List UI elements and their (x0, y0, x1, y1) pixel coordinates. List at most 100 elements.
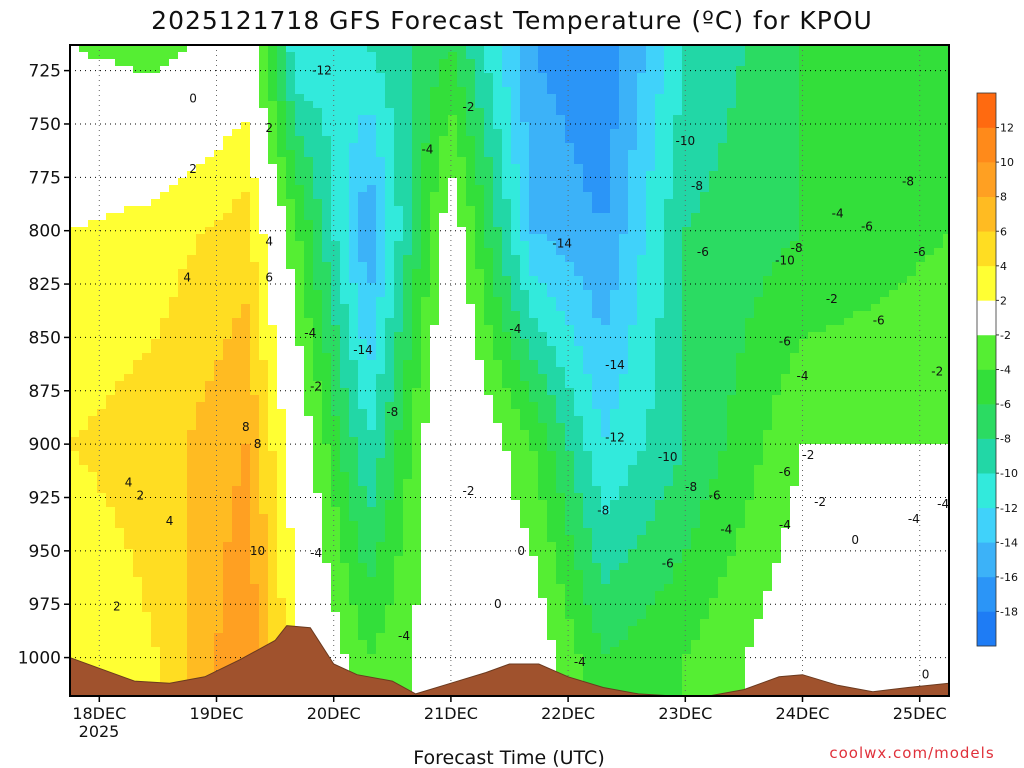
temperature-cell (277, 528, 287, 536)
temperature-cell (250, 619, 260, 627)
temperature-cell (493, 241, 503, 249)
temperature-cell (349, 661, 359, 669)
temperature-cell (169, 122, 179, 130)
temperature-cell (439, 584, 449, 592)
temperature-cell (241, 402, 251, 410)
temperature-cell (475, 199, 485, 207)
temperature-cell (151, 514, 161, 522)
temperature-cell (178, 507, 188, 515)
temperature-cell (124, 115, 134, 123)
temperature-cell (268, 80, 278, 88)
temperature-cell (322, 465, 332, 473)
temperature-cell (277, 493, 287, 501)
temperature-cell (358, 521, 368, 529)
temperature-cell (250, 339, 260, 347)
temperature-cell (520, 297, 530, 305)
temperature-cell (520, 241, 530, 249)
temperature-cell (358, 437, 368, 445)
temperature-cell (430, 360, 440, 368)
temperature-cell (223, 409, 233, 417)
temperature-cell (304, 129, 314, 137)
temperature-cell (457, 353, 467, 361)
temperature-cell (457, 570, 467, 578)
temperature-cell (277, 59, 287, 67)
temperature-cell (502, 269, 512, 277)
temperature-cell (457, 192, 467, 200)
temperature-cell (70, 206, 80, 214)
temperature-cell (493, 45, 503, 53)
temperature-cell (142, 605, 152, 613)
temperature-cell (133, 108, 143, 116)
temperature-cell (268, 521, 278, 529)
temperature-cell (439, 73, 449, 81)
temperature-cell (169, 521, 179, 529)
temperature-cell (178, 360, 188, 368)
temperature-cell (367, 143, 377, 151)
temperature-cell (502, 472, 512, 480)
temperature-cell (529, 332, 539, 340)
temperature-cell (295, 612, 305, 620)
temperature-cell (439, 241, 449, 249)
temperature-cell (70, 73, 80, 81)
temperature-cell (106, 423, 116, 431)
temperature-cell (502, 143, 512, 151)
temperature-cell (160, 465, 170, 473)
temperature-cell (268, 514, 278, 522)
temperature-cell (79, 178, 89, 186)
temperature-cell (367, 66, 377, 74)
temperature-cell (385, 549, 395, 557)
temperature-cell (331, 136, 341, 144)
temperature-cell (367, 220, 377, 228)
temperature-cell (259, 157, 269, 165)
temperature-cell (268, 500, 278, 508)
temperature-cell (223, 556, 233, 564)
temperature-cell (385, 668, 395, 676)
temperature-cell (151, 304, 161, 312)
temperature-cell (97, 227, 107, 235)
temperature-cell (142, 654, 152, 662)
temperature-cell (493, 297, 503, 305)
temperature-cell (466, 353, 476, 361)
temperature-cell (484, 381, 494, 389)
temperature-cell (367, 101, 377, 109)
temperature-cell (223, 129, 233, 137)
temperature-cell (196, 626, 206, 634)
temperature-cell (79, 199, 89, 207)
temperature-cell (394, 101, 404, 109)
temperature-cell (403, 346, 413, 354)
temperature-cell (493, 444, 503, 452)
temperature-cell (529, 262, 539, 270)
temperature-cell (412, 276, 422, 284)
temperature-cell (232, 388, 242, 396)
temperature-cell (457, 535, 467, 543)
temperature-cell (232, 465, 242, 473)
temperature-cell (232, 598, 242, 606)
temperature-cell (385, 304, 395, 312)
temperature-cell (241, 325, 251, 333)
temperature-cell (205, 619, 215, 627)
temperature-cell (106, 402, 116, 410)
temperature-cell (88, 318, 98, 326)
temperature-cell (403, 136, 413, 144)
temperature-cell (520, 94, 530, 102)
temperature-cell (421, 402, 431, 410)
temperature-cell (394, 577, 404, 585)
temperature-cell (493, 591, 503, 599)
temperature-cell (124, 374, 134, 382)
temperature-cell (223, 367, 233, 375)
temperature-cell (97, 59, 107, 67)
temperature-cell (160, 66, 170, 74)
temperature-cell (511, 101, 521, 109)
temperature-cell (88, 605, 98, 613)
temperature-cell (250, 129, 260, 137)
temperature-cell (277, 619, 287, 627)
temperature-cell (70, 654, 80, 662)
temperature-cell (511, 430, 521, 438)
temperature-cell (250, 605, 260, 613)
temperature-cell (259, 248, 269, 256)
temperature-cell (331, 556, 341, 564)
temperature-cell (457, 395, 467, 403)
temperature-cell (529, 507, 539, 515)
temperature-cell (538, 199, 548, 207)
temperature-cell (511, 423, 521, 431)
